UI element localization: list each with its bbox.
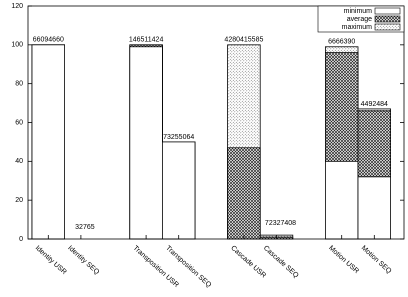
- bar-label: 72327408: [265, 220, 296, 227]
- y-tick-label: 60: [15, 119, 23, 126]
- bar-minimum: [161, 141, 196, 240]
- y-tick-label: 40: [15, 158, 23, 165]
- legend-label: maximum: [342, 24, 373, 31]
- bar-label: 4492484: [361, 101, 388, 108]
- y-tick-label: 120: [11, 3, 23, 10]
- x-tick-label: Identity USR: [34, 245, 68, 276]
- bar-minimum: [324, 160, 359, 240]
- bar-label: 146511424: [129, 37, 164, 44]
- bar-minimum: [357, 176, 391, 240]
- x-tick-label: Motion USR: [327, 245, 360, 275]
- x-tick-label: Cascade SEQ: [262, 245, 300, 280]
- bar-minimum: [129, 46, 163, 240]
- bar-minimum: [31, 44, 65, 240]
- legend-label: average: [347, 16, 372, 23]
- bars: [31, 44, 391, 240]
- bar-label: 4280415585: [224, 37, 263, 44]
- bar-average: [227, 147, 261, 240]
- bar-label: 6666390: [328, 39, 355, 46]
- bar-label: 66094660: [33, 37, 64, 44]
- x-tick-label: Motion SEQ: [360, 245, 393, 276]
- x-tick-label: Identity SEQ: [66, 245, 100, 277]
- legend-label: minimum: [344, 8, 373, 15]
- y-tick-label: 80: [15, 81, 23, 88]
- y-tick-label: 20: [15, 197, 23, 204]
- y-tick-label: 100: [11, 42, 23, 49]
- bar-label: 32765: [75, 224, 95, 231]
- legend-swatch: [374, 15, 401, 23]
- x-tick-label: Cascade USR: [229, 245, 267, 280]
- y-tick-label: 0: [19, 236, 23, 243]
- legend-swatch: [374, 23, 401, 31]
- bar-label: 73255064: [163, 134, 194, 141]
- legend-swatch: [374, 7, 401, 15]
